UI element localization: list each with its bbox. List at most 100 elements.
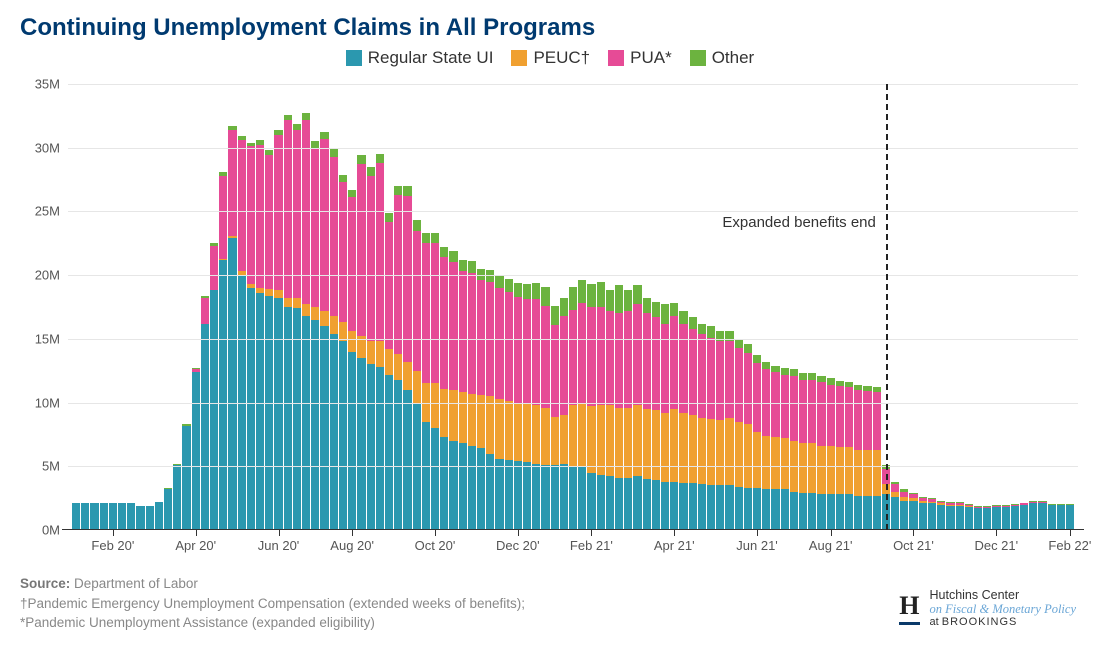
bar-segment — [477, 448, 485, 530]
bar-column — [247, 143, 255, 530]
bar-column — [624, 290, 632, 530]
bar-segment — [919, 503, 927, 530]
bar-segment — [735, 422, 743, 487]
bar-segment — [284, 298, 292, 307]
bar-segment — [928, 503, 936, 530]
bar-segment — [643, 298, 651, 313]
bar-segment — [422, 233, 430, 243]
bar-segment — [836, 494, 844, 530]
bar-segment — [670, 482, 678, 530]
bar-segment — [403, 390, 411, 530]
bar-segment — [652, 410, 660, 480]
bar-column — [799, 373, 807, 530]
bar-column — [413, 220, 421, 530]
bar-segment — [311, 320, 319, 530]
bar-segment — [891, 484, 899, 492]
bar-column — [532, 283, 540, 530]
bar-segment — [440, 389, 448, 437]
bar-segment — [514, 297, 522, 404]
bar-segment — [698, 484, 706, 530]
bar-segment — [385, 222, 393, 349]
bar-segment — [422, 422, 430, 530]
bar-segment — [468, 273, 476, 394]
bar-column — [219, 172, 227, 530]
bar-segment — [1038, 503, 1046, 530]
legend-label: PEUC† — [533, 48, 590, 68]
bar-segment — [431, 243, 439, 383]
bar-segment — [486, 454, 494, 530]
bar-segment — [661, 324, 669, 413]
bar-segment — [440, 257, 448, 388]
bar-column — [808, 373, 816, 530]
x-tick — [831, 530, 832, 536]
bar-segment — [643, 409, 651, 479]
bar-segment — [541, 287, 549, 306]
bar-column — [781, 368, 789, 530]
bar-column — [468, 261, 476, 530]
bar-segment — [569, 287, 577, 310]
x-tick — [674, 530, 675, 536]
bar-segment — [431, 233, 439, 243]
bar-segment — [735, 348, 743, 422]
bar-segment — [744, 424, 752, 488]
bar-segment — [551, 417, 559, 465]
bar-segment — [192, 372, 200, 530]
bar-segment — [348, 331, 356, 351]
x-axis-label: Oct 21' — [893, 538, 934, 553]
bar-segment — [891, 497, 899, 530]
bar-segment — [136, 506, 144, 530]
bar-segment — [615, 478, 623, 530]
bar-column — [587, 284, 595, 530]
bar-segment — [808, 443, 816, 493]
legend-swatch — [608, 50, 624, 66]
x-axis-label: Aug 20' — [330, 538, 374, 553]
bar-segment — [182, 426, 190, 530]
x-tick — [757, 530, 758, 536]
bar-column — [919, 497, 927, 530]
bar-segment — [633, 304, 641, 405]
bar-segment — [127, 503, 135, 530]
bar-segment — [357, 155, 365, 164]
bar-column — [385, 213, 393, 530]
legend-swatch — [690, 50, 706, 66]
brand-line3: at BROOKINGS — [930, 616, 1077, 629]
bar-segment — [413, 231, 421, 371]
bar-segment — [532, 464, 540, 530]
bar-segment — [578, 280, 586, 303]
gridline — [68, 466, 1078, 467]
bar-column — [652, 302, 660, 530]
bar-segment — [725, 331, 733, 341]
bar-column — [118, 503, 126, 530]
bar-segment — [376, 367, 384, 530]
bar-segment — [514, 283, 522, 297]
bar-segment — [643, 313, 651, 409]
legend-label: Other — [712, 48, 755, 68]
x-tick — [196, 530, 197, 536]
bar-segment — [274, 290, 282, 298]
bar-segment — [523, 299, 531, 403]
bar-segment — [771, 489, 779, 530]
bar-column — [136, 506, 144, 530]
bar-segment — [551, 306, 559, 325]
bar-segment — [679, 413, 687, 483]
bar-segment — [845, 447, 853, 494]
bar-segment — [164, 489, 172, 530]
bar-segment — [587, 284, 595, 307]
bar-column — [845, 382, 853, 530]
bar-column — [707, 326, 715, 530]
bar-segment — [560, 415, 568, 463]
bar-segment — [560, 316, 568, 415]
bar-segment — [624, 311, 632, 408]
bar-segment — [946, 506, 954, 530]
y-axis-label: 30M — [10, 140, 60, 155]
legend: Regular State UIPEUC†PUA*Other — [0, 48, 1100, 68]
bar-segment — [173, 465, 181, 530]
bar-segment — [569, 405, 577, 466]
bar-column — [909, 493, 917, 530]
x-tick — [435, 530, 436, 536]
bar-segment — [661, 413, 669, 482]
gridline — [68, 148, 1078, 149]
bar-segment — [238, 140, 246, 271]
brand-block: H Hutchins Center on Fiscal & Monetary P… — [899, 588, 1076, 629]
bar-segment — [523, 284, 531, 299]
